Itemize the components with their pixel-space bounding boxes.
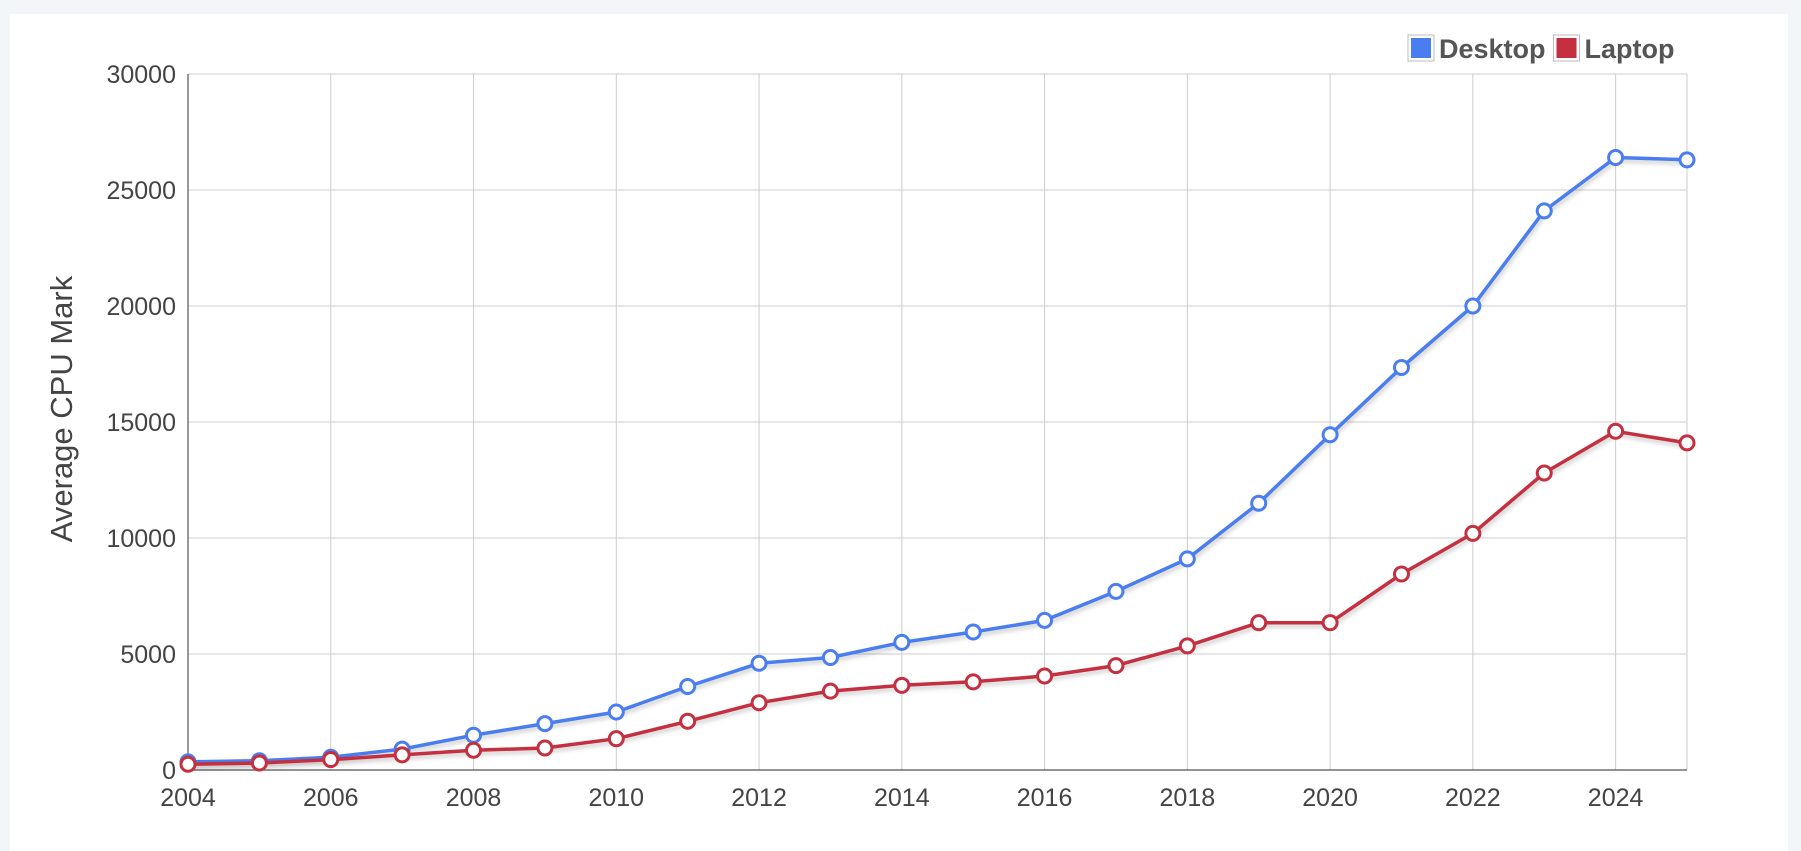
legend-swatch — [1411, 38, 1431, 58]
x-tick-label: 2020 — [1302, 784, 1358, 812]
data-point[interactable] — [1036, 611, 1054, 629]
data-point[interactable] — [179, 755, 197, 773]
x-tick-label: 2014 — [874, 784, 930, 812]
y-tick-label: 0 — [162, 757, 176, 785]
series — [179, 149, 1696, 773]
y-axis-title: Average CPU Mark — [44, 275, 79, 542]
data-point[interactable] — [893, 676, 911, 694]
data-point[interactable] — [750, 694, 768, 712]
series-line-shadow — [188, 432, 1689, 770]
data-point[interactable] — [821, 682, 839, 700]
data-point[interactable] — [1036, 667, 1054, 685]
data-point[interactable] — [1178, 550, 1196, 568]
data-point[interactable] — [1535, 202, 1553, 220]
data-point[interactable] — [1535, 464, 1553, 482]
x-tick-label: 2022 — [1445, 784, 1501, 812]
y-tick-label: 5000 — [120, 641, 176, 669]
data-point[interactable] — [679, 677, 697, 695]
x-tick-label: 2016 — [1017, 784, 1073, 812]
chart-card: 0 5000 10000 15000 20000 25000 30000 2004 2006 20… — [10, 14, 1788, 851]
legend-swatch — [1556, 38, 1577, 58]
data-point[interactable] — [465, 741, 483, 759]
x-tick-label: 2008 — [446, 784, 502, 812]
data-point[interactable] — [1607, 149, 1625, 167]
data-point[interactable] — [964, 673, 982, 691]
data-point[interactable] — [1250, 494, 1268, 512]
data-point[interactable] — [893, 633, 911, 651]
y-tick-label: 20000 — [106, 293, 176, 321]
data-point[interactable] — [964, 623, 982, 641]
data-point[interactable] — [536, 715, 554, 733]
data-point[interactable] — [1107, 582, 1125, 600]
data-point[interactable] — [1178, 637, 1196, 655]
grid — [187, 73, 1688, 771]
data-point[interactable] — [1392, 565, 1410, 583]
y-tick-label: 30000 — [106, 61, 176, 89]
x-tick-label: 2024 — [1588, 784, 1644, 812]
legend-item-laptop[interactable]: Laptop — [1553, 34, 1675, 64]
data-point[interactable] — [1250, 614, 1268, 632]
data-point[interactable] — [1321, 426, 1339, 444]
data-point[interactable] — [322, 751, 340, 769]
line-chart: 0 5000 10000 15000 20000 25000 30000 2004 2006 20… — [44, 34, 1696, 812]
x-tick-label: 2010 — [588, 784, 644, 812]
data-point[interactable] — [607, 703, 625, 721]
data-point[interactable] — [1464, 297, 1482, 315]
data-point[interactable] — [607, 730, 625, 748]
data-point[interactable] — [1678, 151, 1696, 169]
data-point[interactable] — [1321, 614, 1339, 632]
y-tick-label: 10000 — [106, 525, 176, 553]
legend-label: Laptop — [1585, 34, 1675, 64]
series-desktop — [179, 149, 1696, 771]
data-point[interactable] — [821, 648, 839, 666]
y-tick-label: 15000 — [106, 409, 176, 437]
data-point[interactable] — [1607, 422, 1625, 440]
data-point[interactable] — [1678, 434, 1696, 452]
x-tick-label: 2006 — [303, 784, 359, 812]
x-tick-label: 2018 — [1160, 784, 1216, 812]
data-point[interactable] — [1107, 657, 1125, 675]
axes: 0 5000 10000 15000 20000 25000 30000 2004 2006 20… — [106, 61, 1687, 812]
legend-item-desktop[interactable]: Desktop — [1407, 34, 1546, 64]
data-point[interactable] — [750, 654, 768, 672]
data-point[interactable] — [679, 712, 697, 730]
series-line — [187, 155, 1688, 764]
series-laptop — [179, 422, 1696, 773]
data-point[interactable] — [536, 739, 554, 757]
series-line — [187, 429, 1688, 766]
x-tick-label: 2004 — [160, 784, 216, 812]
data-point[interactable] — [1464, 524, 1482, 542]
data-point[interactable] — [393, 746, 411, 764]
y-tick-label: 25000 — [106, 177, 176, 205]
x-tick-label: 2012 — [731, 784, 787, 812]
legend[interactable]: Desktop Laptop — [1407, 34, 1675, 64]
data-point[interactable] — [250, 754, 268, 772]
data-point[interactable] — [465, 726, 483, 744]
data-point[interactable] — [1392, 358, 1410, 376]
series-line-shadow — [188, 158, 1689, 767]
legend-label: Desktop — [1439, 34, 1546, 64]
